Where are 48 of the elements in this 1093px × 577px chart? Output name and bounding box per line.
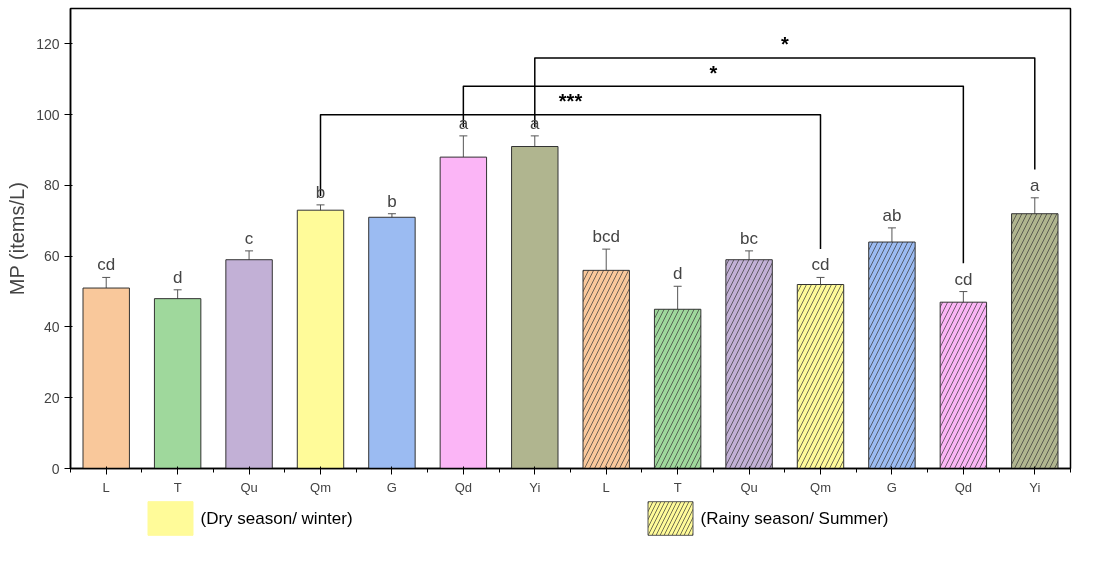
bar: [82, 287, 130, 469]
data-label: cd: [811, 255, 830, 275]
bar: [225, 259, 273, 469]
y-tick-label: 20: [43, 389, 60, 406]
data-label: cd: [97, 255, 116, 275]
annotation: *: [709, 61, 718, 84]
data-label: a: [1030, 175, 1041, 195]
annotation: *: [780, 33, 789, 56]
data-label: cd: [954, 269, 973, 289]
x-tick-label: Qu: [740, 479, 758, 495]
data-label: bcd: [592, 227, 620, 247]
bar: [511, 146, 559, 469]
data-label: a: [458, 113, 469, 133]
y-axis-title: MP (items/L): [6, 182, 29, 296]
annotation: ***: [558, 89, 583, 112]
legend-label: (Rainy season/ Summer): [700, 509, 889, 528]
x-tick-label: L: [102, 479, 110, 495]
y-tick-label: 0: [51, 460, 60, 477]
data-label: b: [387, 191, 397, 211]
bar: [153, 298, 202, 469]
x-tick-label: Yi: [529, 479, 541, 495]
bar: [368, 216, 416, 469]
x-tick-label: Yi: [1029, 479, 1041, 495]
data-label: a: [530, 113, 541, 133]
x-tick-label: G: [386, 479, 397, 495]
data-label: b: [315, 182, 326, 202]
y-tick-label: 40: [43, 318, 60, 335]
data-label: d: [672, 264, 683, 284]
y-tick-label: 120: [36, 35, 60, 52]
x-tick-label: Qd: [454, 479, 473, 495]
data-label: c: [244, 228, 254, 248]
legend-label: (Dry season/ winter): [200, 509, 353, 528]
bar: [296, 209, 345, 469]
data-label: bc: [740, 228, 759, 248]
y-tick-label: 100: [36, 106, 60, 123]
y-tick-label: 80: [43, 177, 60, 194]
x-tick-label: Qm: [310, 479, 331, 495]
x-tick-label: Qd: [954, 479, 973, 495]
x-tick-label: L: [602, 479, 610, 495]
y-tick-label: 60: [43, 248, 60, 265]
bar: [439, 156, 488, 469]
x-tick-label: G: [886, 479, 897, 495]
x-tick-label: T: [173, 479, 182, 495]
x-tick-label: T: [673, 479, 682, 495]
x-tick-label: Qm: [810, 479, 831, 495]
data-label: d: [172, 267, 183, 287]
data-label: ab: [882, 205, 902, 225]
x-tick-label: Qu: [240, 479, 258, 495]
